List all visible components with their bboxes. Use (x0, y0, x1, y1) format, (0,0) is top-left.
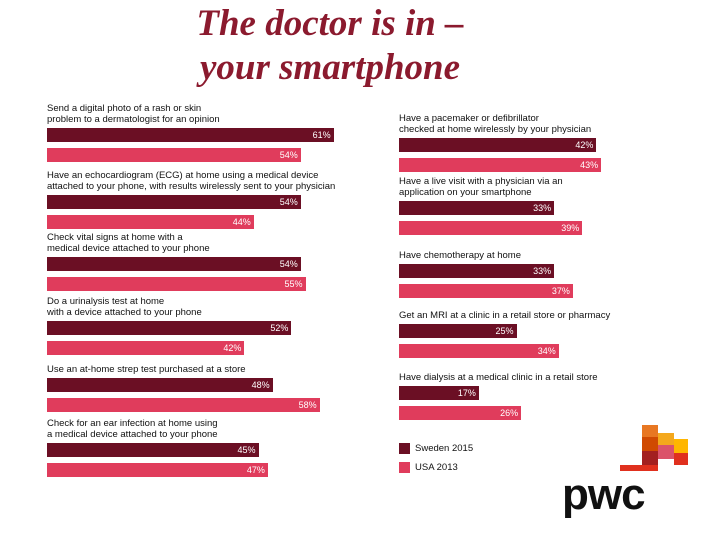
bar (47, 463, 268, 477)
logo-text: pwc (562, 470, 646, 519)
value-label: 42% (575, 140, 594, 150)
legend-swatch (399, 462, 410, 473)
bar (47, 277, 306, 291)
category-label: Have dialysis at a medical clinic in a r… (399, 372, 598, 383)
legend-label: Sweden 2015 (415, 443, 474, 454)
value-label: 26% (500, 408, 519, 418)
value-label: 54% (279, 150, 298, 160)
bar (47, 321, 292, 335)
slide-title: The doctor is in – your smartphone (196, 3, 464, 88)
value-label: 47% (246, 465, 265, 475)
bar (399, 284, 573, 298)
value-label: 37% (551, 286, 570, 296)
category-label: Send a digital photo of a rash or skin p… (47, 103, 220, 125)
bar (399, 221, 583, 235)
value-label: 45% (237, 445, 256, 455)
value-label: 42% (223, 343, 242, 353)
value-label: 61% (312, 130, 331, 140)
category-label: Have chemotherapy at home (399, 250, 521, 261)
bar (47, 128, 334, 142)
category-label: Have a pacemaker or defibrillator checke… (399, 113, 592, 135)
legend-label: USA 2013 (415, 462, 458, 473)
bar (399, 158, 602, 172)
bar (47, 215, 254, 229)
bar (399, 138, 597, 152)
legend-swatch (399, 443, 410, 454)
value-label: 44% (232, 217, 251, 227)
value-label: 58% (298, 400, 317, 410)
value-label: 55% (284, 279, 303, 289)
bar (47, 341, 245, 355)
value-label: 25% (495, 326, 514, 336)
bar (399, 201, 555, 215)
value-label: 54% (279, 197, 298, 207)
value-label: 34% (537, 346, 556, 356)
bar (47, 378, 273, 392)
bar (399, 406, 522, 420)
bar (47, 148, 301, 162)
category-label: Get an MRI at a clinic in a retail store… (399, 310, 611, 321)
bar (399, 264, 555, 278)
bar (399, 386, 479, 400)
category-label: Have an echocardiogram (ECG) at home usi… (47, 170, 336, 192)
bar (47, 257, 301, 271)
value-label: 39% (561, 223, 580, 233)
value-label: 17% (457, 388, 476, 398)
value-label: 33% (533, 203, 552, 213)
value-label: 48% (251, 380, 270, 390)
category-label: Use an at-home strep test purchased at a… (47, 364, 246, 375)
value-label: 43% (580, 160, 599, 170)
category-label: Do a urinalysis test at home with a devi… (47, 296, 202, 318)
category-label: Check vital signs at home with a medical… (47, 232, 210, 254)
bar (399, 324, 517, 338)
category-label: Have a live visit with a physician via a… (399, 176, 563, 198)
bar (47, 443, 259, 457)
value-label: 52% (270, 323, 289, 333)
value-label: 54% (279, 259, 298, 269)
bar (399, 344, 559, 358)
logo-mark (620, 425, 690, 475)
category-label: Check for an ear infection at home using… (47, 418, 218, 440)
bar (47, 398, 320, 412)
value-label: 33% (533, 266, 552, 276)
bar (47, 195, 301, 209)
